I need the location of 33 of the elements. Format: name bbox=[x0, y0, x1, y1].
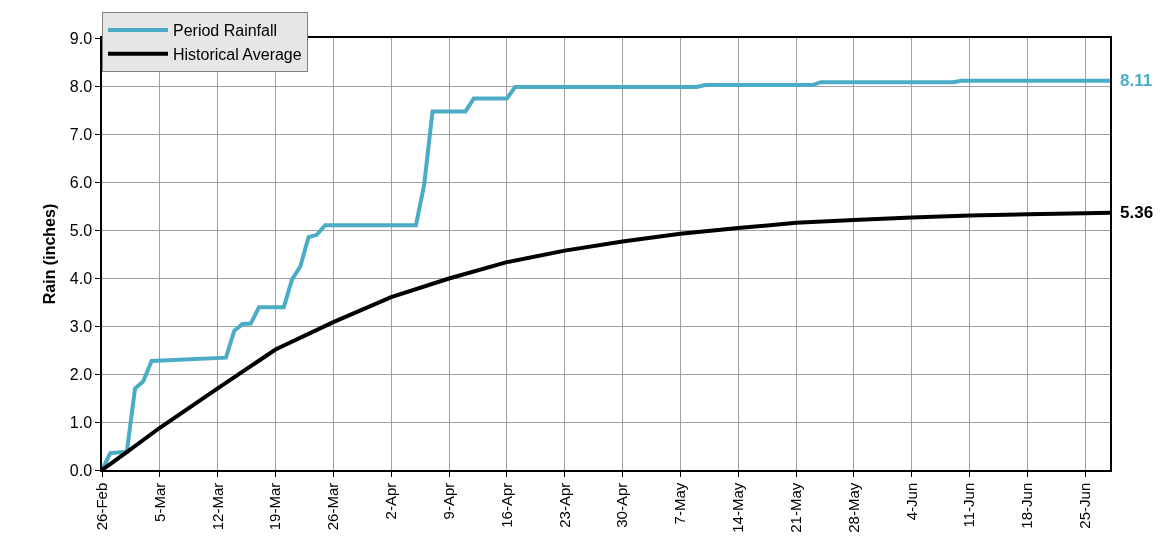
x-tick-label: 26-Mar bbox=[324, 482, 342, 531]
x-tick-label: 18-Jun bbox=[1018, 482, 1036, 529]
y-tick-label: 8.0 bbox=[69, 77, 93, 95]
x-tick-label: 28-May bbox=[844, 482, 862, 533]
x-tick-label: 5-Mar bbox=[150, 482, 168, 522]
x-tick-label: 26-Feb bbox=[92, 482, 110, 531]
y-tick-label: 5.0 bbox=[69, 221, 93, 239]
x-tick-label: 25-Jun bbox=[1076, 482, 1094, 529]
x-tick-label: 23-Apr bbox=[555, 482, 573, 528]
y-axis-title: Rain (inches) bbox=[41, 203, 59, 305]
y-tick-label: 7.0 bbox=[69, 125, 93, 143]
x-tick-label: 14-May bbox=[729, 482, 747, 533]
x-tick-label: 2-Apr bbox=[382, 482, 400, 520]
data-label: 5.36 bbox=[1120, 203, 1154, 222]
x-tick-label: 21-May bbox=[786, 482, 804, 533]
x-tick-label: 11-Jun bbox=[960, 482, 978, 528]
y-tick-label: 3.0 bbox=[69, 317, 93, 335]
y-tick-label: 1.0 bbox=[69, 413, 93, 431]
y-tick-label: 2.0 bbox=[69, 365, 93, 383]
y-tick-label: 6.0 bbox=[69, 173, 93, 191]
x-tick-label: 16-Apr bbox=[497, 482, 515, 528]
x-tick-label: 30-Apr bbox=[613, 482, 631, 528]
x-tick-label: 4-Jun bbox=[902, 482, 920, 521]
x-tick-label: 7-May bbox=[671, 482, 689, 525]
x-tick-label: 19-Mar bbox=[266, 482, 284, 531]
legend-label: Period Rainfall bbox=[173, 22, 278, 40]
y-tick-label: 0.0 bbox=[69, 461, 93, 479]
data-label: 8.11 bbox=[1120, 71, 1153, 90]
x-tick-label: 9-Apr bbox=[439, 482, 457, 520]
x-tick-label: 12-Mar bbox=[208, 482, 226, 531]
y-tick-label: 9.0 bbox=[69, 29, 93, 47]
y-tick-label: 4.0 bbox=[69, 269, 93, 287]
legend-label: Historical Average bbox=[173, 46, 302, 64]
